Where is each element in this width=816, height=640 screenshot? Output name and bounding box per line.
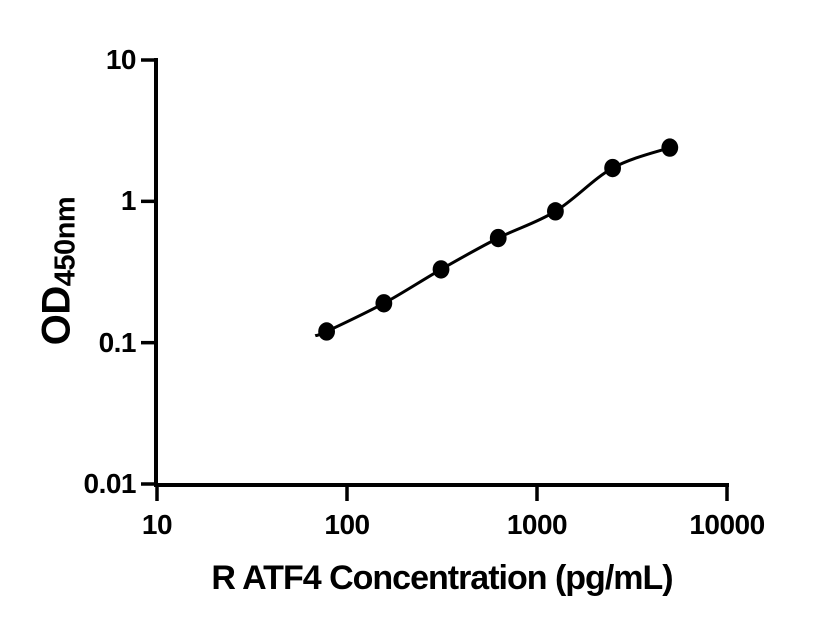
y-axis-title: OD 450nm: [35, 197, 82, 345]
x-tick-label: 10: [141, 509, 173, 540]
data-point-marker: [489, 228, 507, 248]
y-tick-label: 0.01: [83, 468, 137, 499]
x-tick-label: 100: [324, 509, 370, 540]
data-point-marker: [604, 158, 622, 178]
y-tick-label: 0.1: [98, 326, 137, 358]
data-point-marker: [547, 202, 564, 221]
data-point-marker: [318, 322, 336, 341]
data-point-marker: [432, 260, 450, 279]
y-tick-label: 1: [120, 185, 137, 217]
data-point-marker: [661, 138, 679, 157]
x-axis-title: R ATF4 Concentration (pg/mL): [211, 559, 673, 597]
x-tick-label: 10000: [689, 509, 765, 540]
x-tick-label: 1000: [506, 509, 568, 540]
data-point-marker: [375, 294, 393, 313]
y-tick-label: 10: [105, 44, 137, 75]
